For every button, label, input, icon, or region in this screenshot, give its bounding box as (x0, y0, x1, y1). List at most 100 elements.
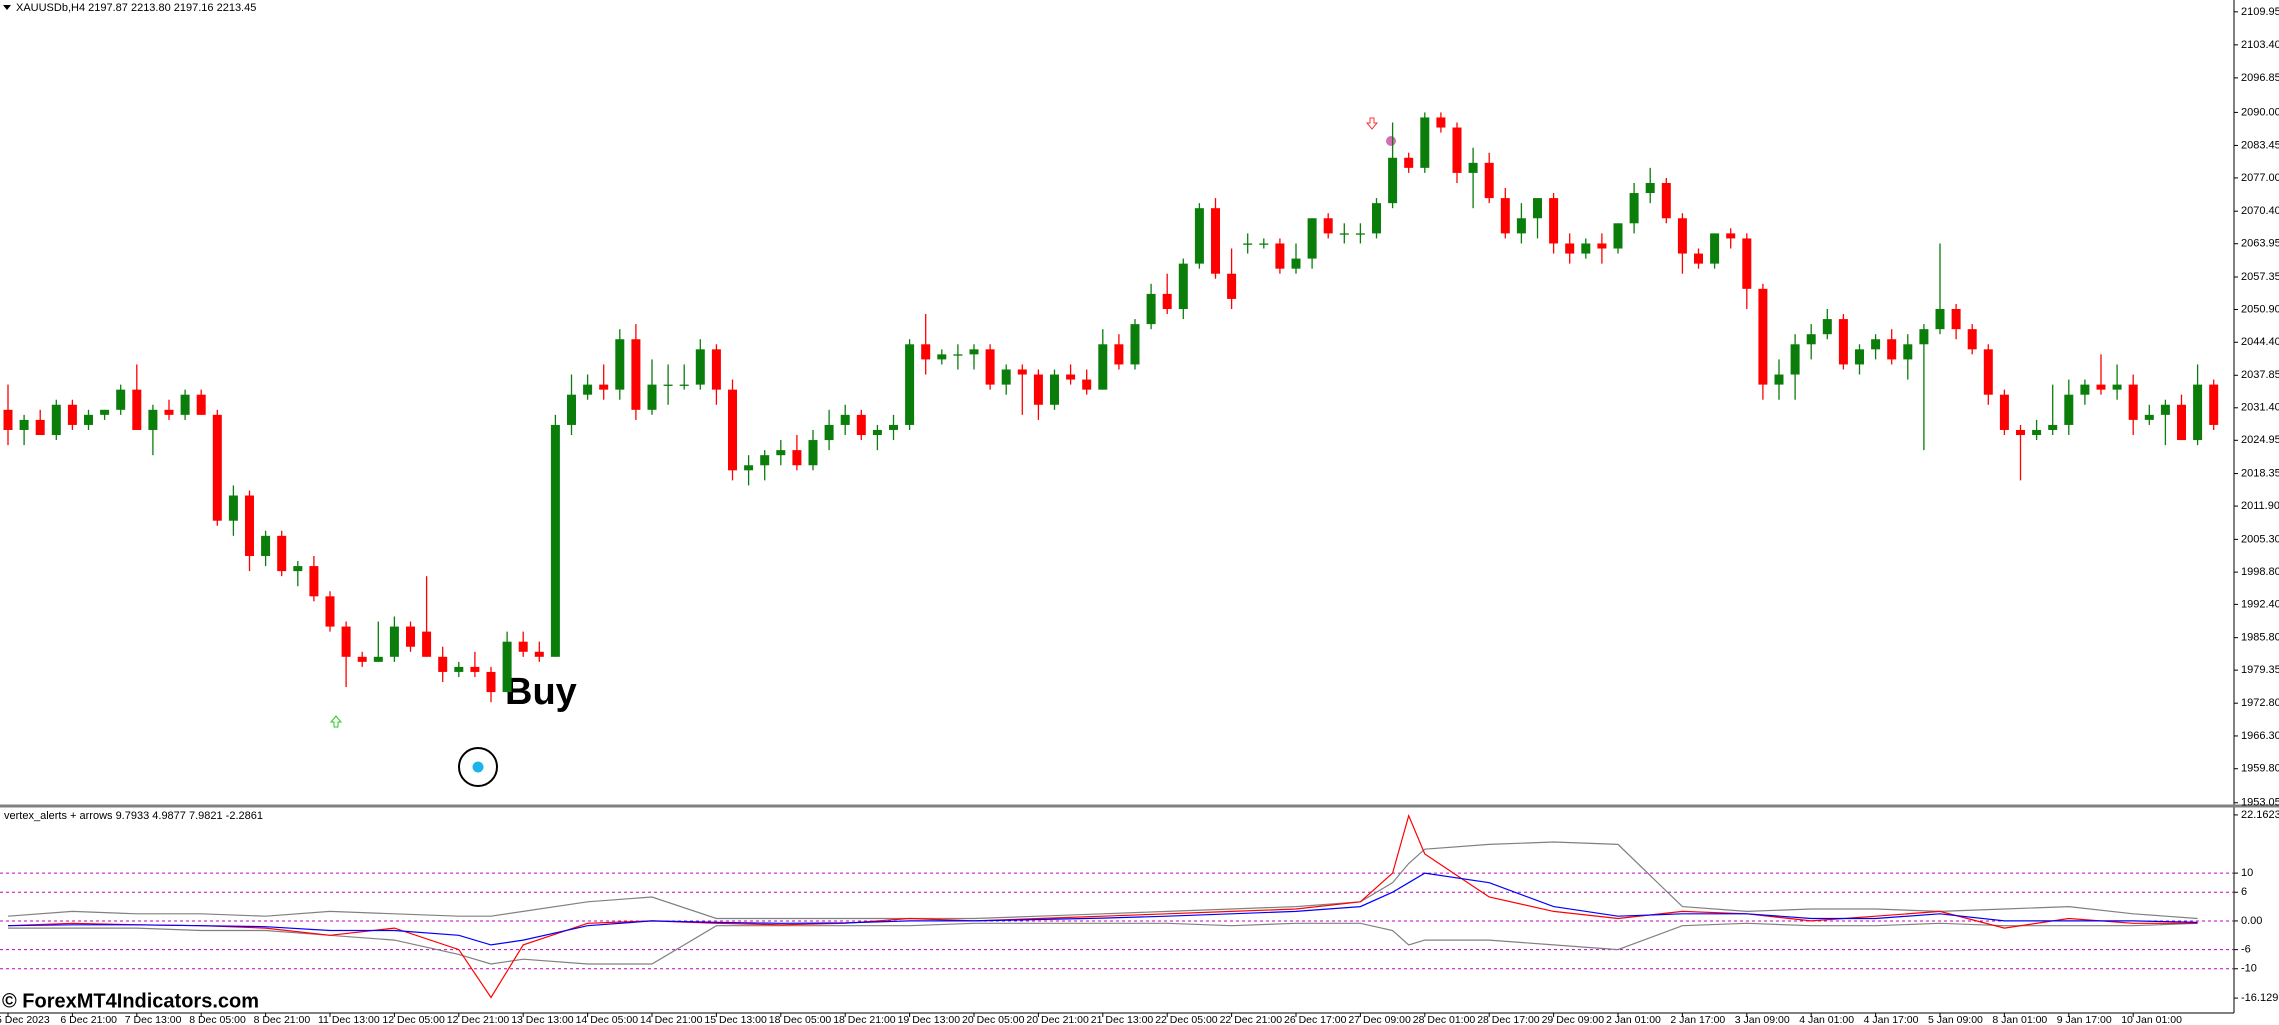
candle-body (1114, 344, 1124, 365)
indicator-title: vertex_alerts + arrows 9.7933 4.9877 7.9… (4, 810, 263, 822)
y-tick-label: 1972.80 (2241, 697, 2279, 709)
candle-body (1742, 238, 1752, 289)
candle-body (1275, 243, 1285, 269)
candle-body (969, 349, 979, 355)
candle-body (1790, 344, 1800, 375)
candle-body (2160, 404, 2170, 415)
candle-body (1677, 218, 1687, 254)
candle-body (1500, 198, 1510, 234)
x-tick-label: 8 Jan 01:00 (1992, 1014, 2047, 1025)
y-tick-label: 0.00 (2241, 915, 2262, 927)
watermark: © ForexMT4Indicators.com (2, 990, 259, 1012)
candle-body (1162, 293, 1172, 309)
y-tick-label: 1998.80 (2241, 566, 2279, 578)
candle-body (422, 631, 432, 657)
candle-body (2048, 424, 2058, 430)
candle-body (228, 495, 238, 521)
indicator-line (7, 841, 2198, 920)
candle-body (1066, 374, 1076, 380)
candle-body (1951, 308, 1961, 330)
y-tick-label: 2024.95 (2241, 434, 2279, 446)
candle-body (711, 349, 721, 390)
candle-body (438, 656, 448, 672)
y-tick-label: 2044.40 (2241, 336, 2279, 348)
candle-body (792, 450, 802, 466)
candle-body (985, 349, 995, 385)
candle-body (2112, 384, 2122, 390)
candle-body (1533, 198, 1542, 219)
buy-dot (472, 761, 484, 773)
candle-body (760, 455, 770, 466)
y-tick-label: 1992.40 (2241, 598, 2279, 610)
x-tick-label: 26 Dec 17:00 (1284, 1014, 1347, 1025)
y-tick-label: 2083.45 (2241, 139, 2279, 151)
candle-body (937, 354, 947, 360)
x-tick-label: 18 Dec 05:00 (769, 1014, 832, 1025)
candle-body (341, 626, 351, 657)
candle-body (2064, 394, 2074, 425)
sell-dot (1386, 136, 1396, 146)
candle-body (196, 394, 206, 415)
x-tick-label: 4 Jan 01:00 (1799, 1014, 1854, 1025)
y-tick-label: -6 (2241, 944, 2251, 956)
candle-body (1935, 308, 1945, 330)
candle-body (180, 394, 190, 415)
candle-body (1983, 349, 1993, 395)
y-tick-label: 1979.35 (2241, 664, 2279, 676)
candle-body (1001, 369, 1011, 385)
candle-body (357, 656, 367, 662)
y-tick-label: 1966.30 (2241, 730, 2279, 742)
candle-body (1194, 208, 1204, 264)
indicator-line (8, 922, 2198, 965)
candle-body (567, 394, 576, 425)
y-tick-label: -16.129 (2241, 992, 2278, 1004)
candle-body (1323, 218, 1333, 234)
y-tick-label: 2005.30 (2241, 533, 2279, 545)
candle-body (2128, 384, 2138, 420)
candle-body (1420, 117, 1430, 168)
indicator-line (7, 872, 2198, 946)
candle-body (1130, 324, 1140, 365)
candle-body (728, 389, 737, 471)
y-tick-label: 2109.95 (2241, 6, 2279, 18)
candle-body (1726, 233, 1736, 239)
candle-body (905, 344, 915, 425)
candle-body (277, 535, 287, 572)
candle-body (518, 641, 528, 652)
y-tick-label: 22.1623 (2241, 809, 2279, 821)
y-tick-label: 2037.85 (2241, 369, 2279, 381)
candle-body (695, 349, 705, 385)
x-tick-label: 15 Dec 13:00 (704, 1014, 767, 1025)
candle-body (1565, 243, 1575, 254)
y-tick-label: 2063.95 (2241, 238, 2279, 250)
candle-body (1259, 243, 1269, 245)
x-tick-label: 3 Jan 09:00 (1735, 1014, 1790, 1025)
candle-body (615, 339, 625, 390)
candle-body (245, 495, 254, 556)
candle-body (486, 671, 496, 693)
candle-body (856, 414, 866, 436)
signal-circle (458, 747, 498, 787)
x-tick-label: 8 Dec 05:00 (189, 1014, 246, 1025)
candle-body (1919, 329, 1929, 345)
x-tick-label: 28 Dec 01:00 (1413, 1014, 1476, 1025)
candle-body (1887, 339, 1897, 360)
candle-body (1661, 182, 1671, 219)
down-arrow (1365, 117, 1379, 130)
x-tick-label: 28 Dec 17:00 (1477, 1014, 1540, 1025)
candle-body (132, 389, 142, 430)
x-tick-label: 20 Dec 05:00 (962, 1014, 1025, 1025)
candle-body (1629, 193, 1639, 224)
x-tick-label: 2 Jan 01:00 (1606, 1014, 1661, 1025)
y-tick-label: 2090.00 (2241, 106, 2279, 118)
candle-body (550, 424, 560, 657)
candle-body (1291, 258, 1301, 269)
candle-body (1613, 223, 1623, 249)
candle-body (2193, 384, 2203, 441)
x-tick-label: 14 Dec 21:00 (640, 1014, 703, 1025)
candle-body (679, 384, 689, 386)
candle-body (1227, 273, 1237, 299)
y-tick-label: 2057.35 (2241, 271, 2279, 283)
